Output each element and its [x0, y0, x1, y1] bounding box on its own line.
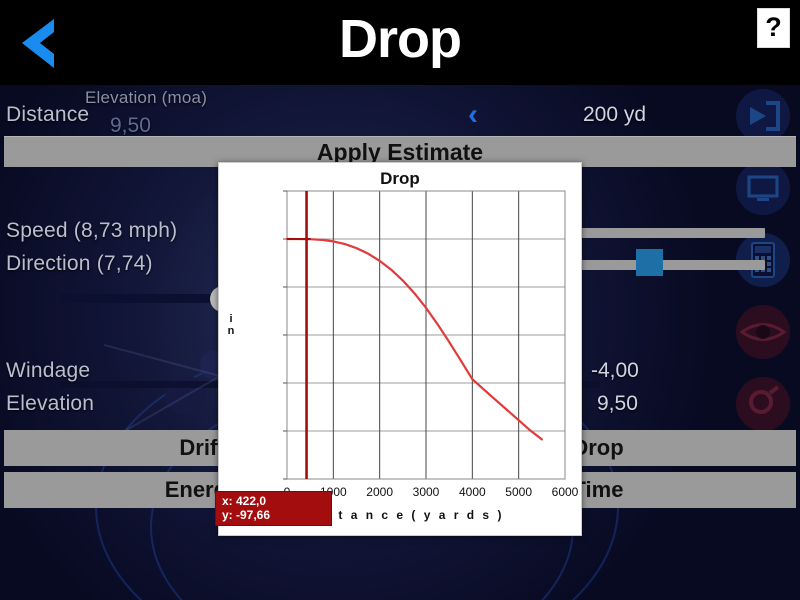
windage-label: Windage	[6, 359, 91, 382]
chart-readout-tooltip: x: 422,0 y: -97,66	[215, 491, 332, 526]
speed-label: Speed (8,73 mph)	[6, 219, 178, 242]
chart-x-tick-label: 2000	[366, 485, 394, 499]
chart-plot-area	[219, 163, 581, 535]
send-icon[interactable]	[732, 85, 794, 147]
page-title: Drop	[339, 9, 462, 69]
apply-estimate-button[interactable]: Apply Estimate	[4, 136, 796, 167]
help-button[interactable]: ?	[757, 8, 790, 48]
distance-decrement-chevron-icon[interactable]: ‹	[468, 98, 478, 131]
chart-x-axis-ticks: 0100020003000400050006000	[219, 163, 581, 535]
chart-x-tick-label: 3000	[412, 485, 440, 499]
title-bar: Drop ?	[0, 0, 800, 85]
direction-slider[interactable]	[580, 260, 765, 270]
windage-value: -4,00	[591, 359, 639, 382]
distance-value: 200 yd	[583, 103, 647, 126]
chart-x-tick-label: 5000	[505, 485, 533, 499]
chart-svg	[283, 190, 566, 480]
elevation-value: 9,50	[597, 392, 638, 415]
elevation-moa-value: 9,50	[110, 114, 151, 137]
back-chevron-icon[interactable]	[8, 16, 68, 71]
chart-title: Drop	[380, 169, 420, 188]
distance-label: Distance	[6, 103, 90, 126]
left-slider-track[interactable]	[60, 294, 230, 303]
chart-x-axis-label: d i s t a n c e ( y a r d s )	[296, 508, 504, 522]
drop-chart-dialog[interactable]: Drop 400000-40000-80000-120000-160000-20…	[215, 162, 582, 536]
elevation-label: Elevation	[6, 392, 95, 415]
direction-slider-thumb[interactable]	[636, 249, 663, 276]
right-icon-column	[732, 85, 794, 445]
monitor-icon[interactable]	[732, 157, 794, 219]
tooltip-x-value: x: 422,0	[222, 494, 267, 508]
speed-slider[interactable]	[580, 228, 765, 238]
chart-x-tick-label: 6000	[551, 485, 579, 499]
tooltip-y-value: y: -97,66	[222, 508, 271, 522]
elevation-moa-label: Elevation (moa)	[85, 88, 208, 107]
direction-label: Direction (7,74)	[6, 252, 153, 275]
eye-icon[interactable]	[732, 301, 794, 363]
chart-x-tick-label: 4000	[458, 485, 486, 499]
camera-icon[interactable]	[732, 373, 794, 435]
